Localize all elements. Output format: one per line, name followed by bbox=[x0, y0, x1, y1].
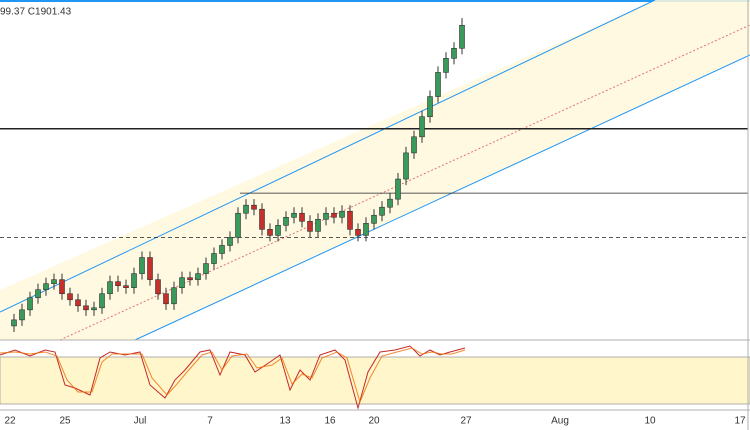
candle-body bbox=[235, 212, 241, 238]
oscillator-band bbox=[0, 356, 750, 405]
channel-lower bbox=[134, 54, 750, 341]
candle-body bbox=[243, 204, 249, 214]
candle-body bbox=[267, 229, 273, 236]
candle-body bbox=[403, 152, 409, 180]
candle-body bbox=[323, 212, 329, 220]
candle-body bbox=[443, 58, 449, 73]
candle-body bbox=[315, 218, 321, 232]
candle-body bbox=[411, 136, 417, 154]
candle-body bbox=[179, 277, 185, 288]
candle-body bbox=[99, 293, 105, 309]
channel-fill bbox=[0, 0, 750, 340]
candle-body bbox=[171, 287, 177, 305]
candle-body bbox=[339, 210, 345, 218]
candle-body bbox=[155, 279, 161, 295]
candle-body bbox=[347, 210, 353, 230]
candle-body bbox=[307, 221, 313, 232]
candle-body bbox=[59, 279, 65, 295]
candle-body bbox=[123, 285, 129, 288]
candle-body bbox=[11, 319, 17, 327]
candle-body bbox=[139, 257, 145, 274]
candle-body bbox=[43, 283, 49, 291]
candle-body bbox=[51, 279, 57, 284]
candle-body bbox=[363, 223, 369, 236]
candle-body bbox=[147, 257, 153, 280]
candle-body bbox=[75, 299, 81, 307]
candle-body bbox=[331, 212, 337, 218]
oscillator-d bbox=[0, 347, 466, 404]
x-tick-label: 17 bbox=[734, 416, 746, 427]
candle-body bbox=[163, 293, 169, 305]
x-tick-label: Jul bbox=[134, 416, 147, 427]
x-tick-label: 27 bbox=[460, 416, 472, 427]
candle-body bbox=[395, 178, 401, 200]
candle-body bbox=[227, 237, 233, 246]
x-tick-label: Aug bbox=[551, 416, 569, 427]
candle-body bbox=[83, 305, 89, 311]
candle-body bbox=[379, 206, 385, 216]
candle-body bbox=[355, 229, 361, 236]
candle-body bbox=[259, 208, 265, 230]
candle-body bbox=[251, 204, 257, 210]
x-tick-label: 16 bbox=[324, 416, 336, 427]
candle-body bbox=[67, 293, 73, 301]
candle-body bbox=[195, 273, 201, 280]
candle-body bbox=[187, 277, 193, 280]
candle-body bbox=[291, 212, 297, 218]
candle-body bbox=[211, 253, 217, 264]
candle-body bbox=[427, 96, 433, 117]
candle-body bbox=[419, 116, 425, 138]
candle-body bbox=[275, 225, 281, 236]
channel-middle bbox=[59, 24, 750, 341]
candle-body bbox=[27, 297, 33, 311]
candle-body bbox=[219, 245, 225, 254]
candle-body bbox=[203, 263, 209, 274]
x-tick-label: 20 bbox=[368, 416, 380, 427]
candle-body bbox=[371, 214, 377, 224]
candle-body bbox=[115, 281, 121, 286]
candle-body bbox=[107, 281, 113, 295]
x-tick-label: 13 bbox=[279, 416, 291, 427]
candle-body bbox=[459, 24, 465, 49]
x-tick-label: 25 bbox=[59, 416, 71, 427]
candle-body bbox=[35, 289, 41, 299]
x-tick-label: 22 bbox=[4, 416, 16, 427]
candle-body bbox=[19, 309, 25, 321]
candle-body bbox=[435, 72, 441, 97]
x-tick-label: 10 bbox=[644, 416, 656, 427]
candle-body bbox=[131, 273, 137, 288]
candle-body bbox=[91, 307, 97, 311]
candle-body bbox=[451, 47, 457, 59]
candle-body bbox=[283, 216, 289, 226]
x-tick-label: 7 bbox=[207, 416, 213, 427]
candle-body bbox=[299, 212, 305, 222]
candle-body bbox=[387, 198, 393, 208]
channel-upper bbox=[0, 0, 656, 313]
header-text: 99.37 C1901.43 bbox=[0, 7, 72, 18]
